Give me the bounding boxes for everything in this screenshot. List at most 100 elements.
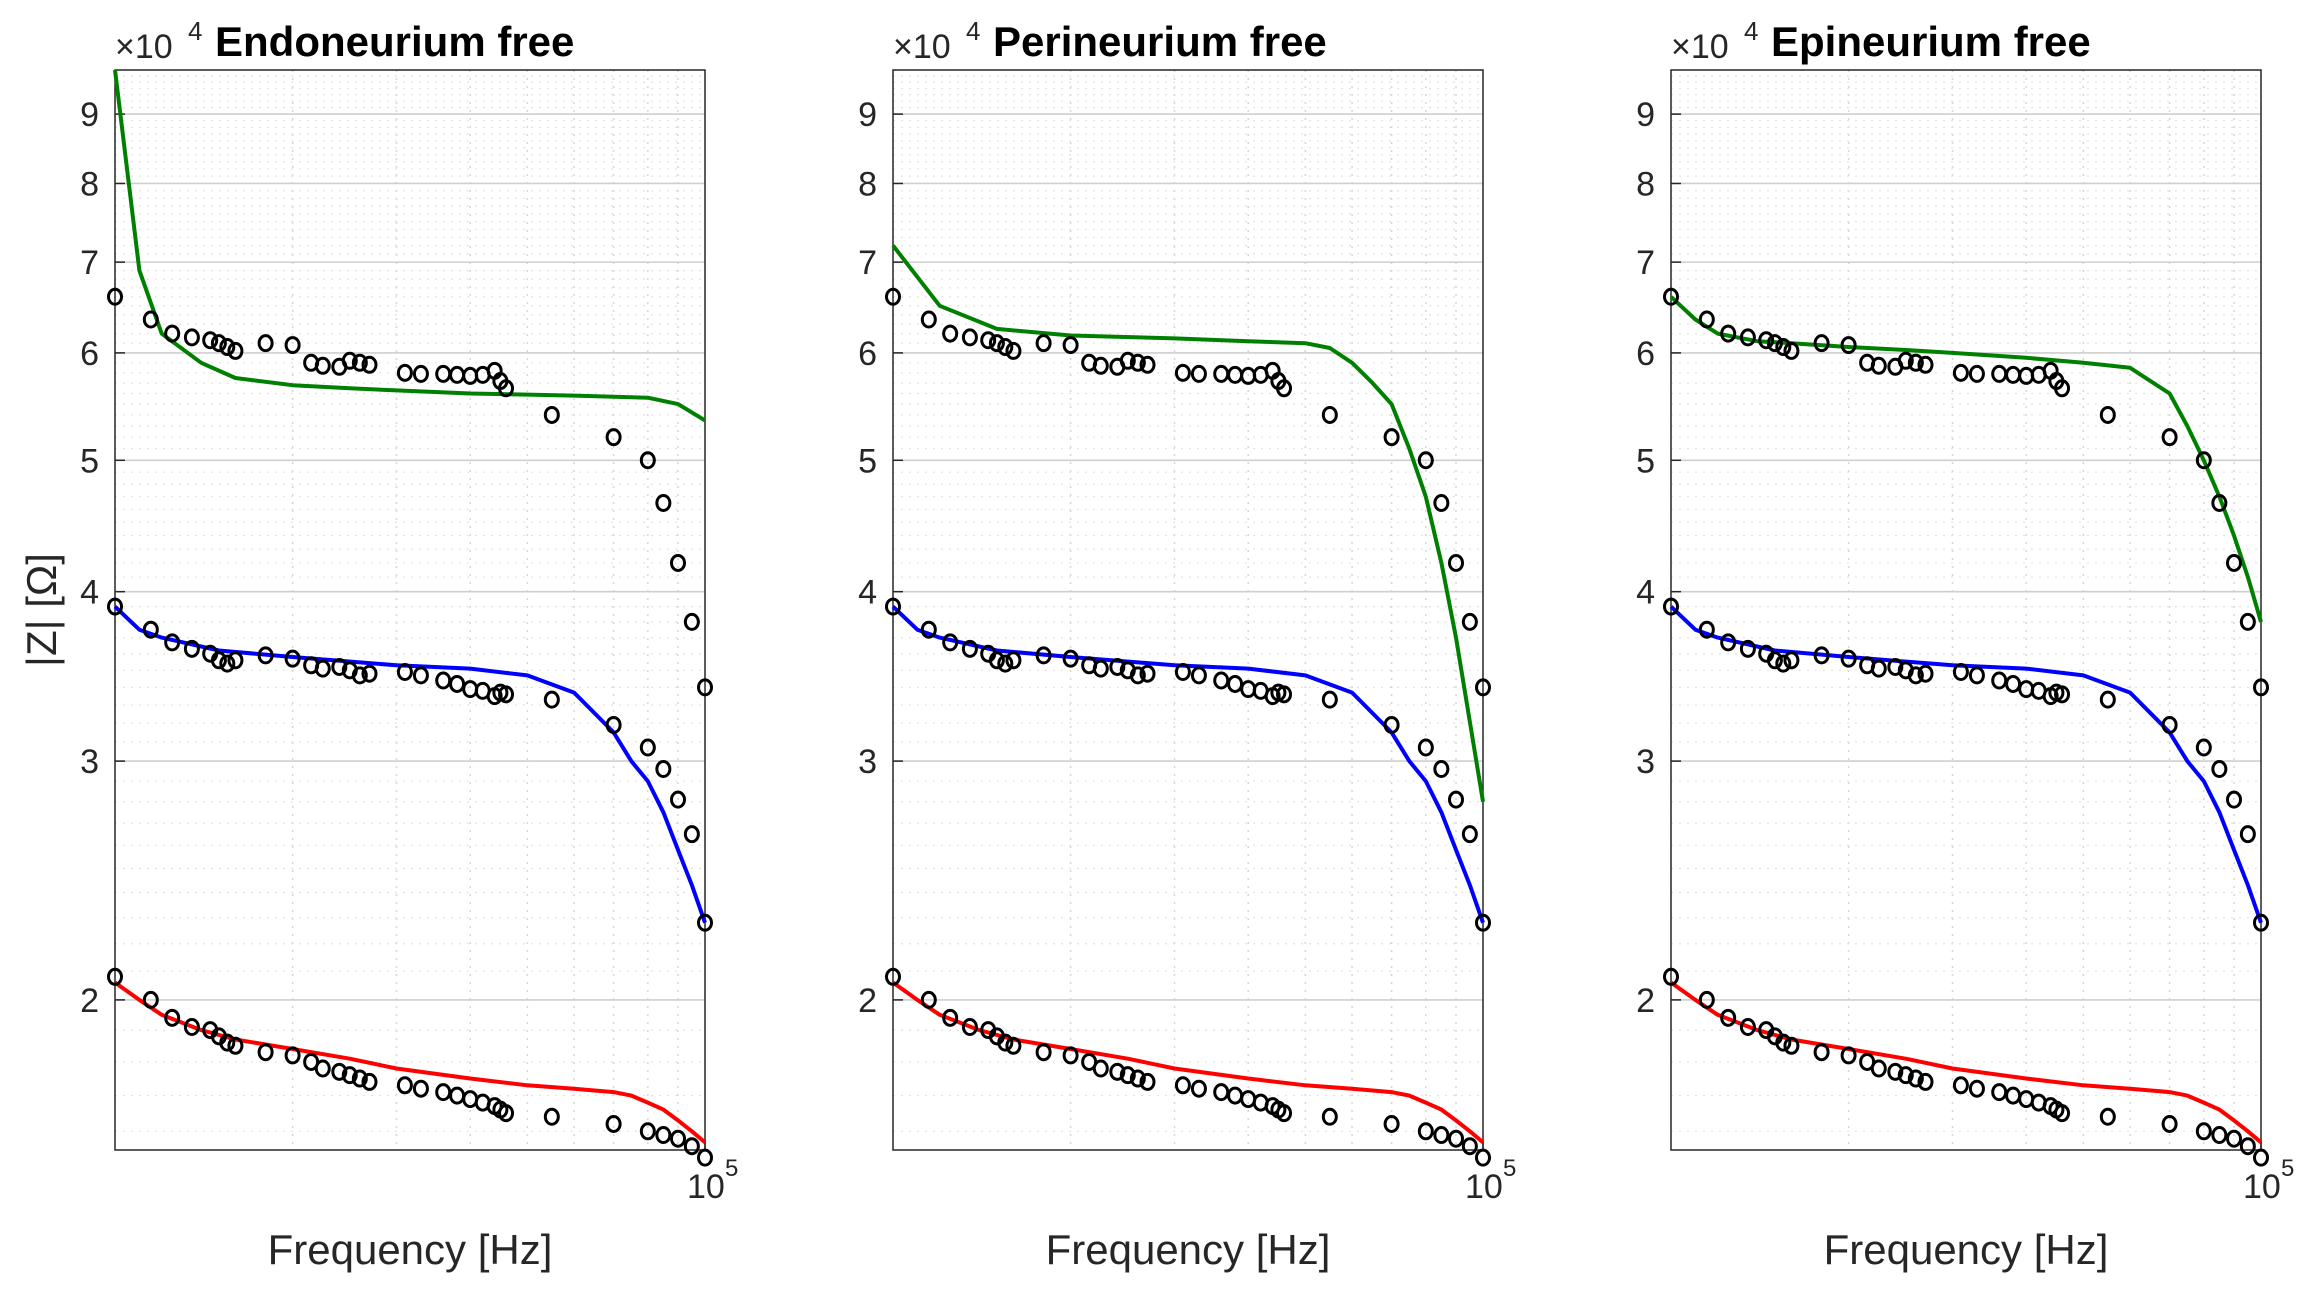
data-point (2195, 1122, 2212, 1141)
data-point (2253, 678, 2269, 697)
data-point (2161, 715, 2178, 734)
data-point (683, 825, 700, 844)
data-point (1991, 671, 2008, 690)
y-exponent-label: ×10 (893, 28, 951, 66)
data-point (920, 620, 937, 639)
data-point (1991, 1083, 2008, 1102)
data-point (2239, 1137, 2256, 1156)
data-point (961, 328, 978, 347)
data-point (1035, 1043, 1052, 1062)
data-point (1813, 646, 1830, 665)
data-point (1720, 633, 1737, 652)
data-point (1190, 1079, 1207, 1098)
data-point (219, 654, 236, 673)
series-line-fit-low (891, 980, 1485, 1144)
data-point (1775, 1033, 1792, 1052)
data-point (655, 494, 672, 513)
data-point (227, 341, 244, 360)
data-point (1035, 334, 1052, 353)
data-point (331, 657, 348, 676)
data-point (2054, 1104, 2071, 1123)
data-point (1952, 1076, 1969, 1095)
data-point (1907, 666, 1924, 685)
data-point (655, 760, 672, 779)
series-line-fit-mid (891, 605, 1485, 924)
data-point (107, 967, 123, 986)
data-point (1952, 363, 1969, 382)
series-markers-measured-high (107, 287, 713, 697)
data-point (1907, 1069, 1924, 1088)
data-point (1119, 1066, 1136, 1085)
data-point (1897, 351, 1914, 370)
data-point (1917, 1072, 1934, 1091)
data-point (543, 690, 560, 709)
y-exponent-power: 4 (966, 16, 980, 46)
data-point (605, 428, 622, 447)
data-point (920, 990, 937, 1009)
data-point (1475, 1148, 1491, 1167)
y-tick-label: 2 (1636, 982, 1655, 1020)
data-point (961, 1018, 978, 1037)
data-point (1129, 1069, 1146, 1088)
data-point (1448, 1129, 1465, 1148)
data-point (361, 355, 378, 374)
series-markers-measured-low (1663, 967, 2269, 1167)
x-axis-title: Frequency [Hz] (268, 1226, 553, 1273)
series-line-fit-mid (113, 605, 707, 924)
data-point (942, 324, 959, 343)
data-point (1698, 310, 1715, 329)
data-point (498, 379, 515, 398)
data-point (1092, 356, 1109, 375)
series-markers-measured-high (885, 287, 1491, 697)
data-point (1870, 659, 1887, 678)
series-markers-measured-high (1663, 287, 2269, 697)
data-point (1720, 324, 1737, 343)
data-point (697, 678, 713, 697)
y-exponent-label: ×10 (1671, 28, 1729, 66)
y-axis-title: |Z| [Ω] (18, 553, 65, 667)
data-point (1952, 663, 1969, 682)
data-point (2211, 760, 2228, 779)
series-markers-measured-mid (885, 597, 1491, 932)
data-point (1213, 364, 1230, 383)
data-point (257, 334, 274, 353)
data-point (1813, 1043, 1830, 1062)
data-point (1213, 1083, 1230, 1102)
data-point (449, 365, 466, 384)
data-point (1840, 1046, 1857, 1065)
data-point (543, 1107, 560, 1126)
y-tick-label: 8 (1636, 165, 1655, 203)
data-point (462, 1090, 479, 1109)
data-point (2211, 494, 2228, 513)
data-point (885, 597, 901, 616)
data-point (543, 405, 560, 424)
data-point (1321, 690, 1338, 709)
y-tick-label: 6 (80, 335, 99, 373)
y-tick-label: 2 (858, 982, 877, 1020)
panel-title: Perineurium free (993, 18, 1327, 65)
data-point (1383, 715, 1400, 734)
data-point (2018, 1090, 2035, 1109)
data-point (655, 1125, 672, 1144)
data-point (1461, 1137, 1478, 1156)
data-point (1433, 1125, 1450, 1144)
data-point (351, 1069, 368, 1088)
data-point (1109, 1062, 1126, 1081)
data-point (1109, 657, 1126, 676)
data-point (183, 1018, 200, 1037)
data-point (2099, 405, 2116, 424)
x-tick-label-base: 10 (687, 1168, 725, 1206)
data-point (1227, 365, 1244, 384)
data-point (885, 287, 901, 306)
y-tick-label: 7 (1636, 244, 1655, 282)
data-point (1758, 331, 1775, 350)
y-tick-label: 6 (1636, 335, 1655, 373)
data-point (961, 639, 978, 658)
data-point (1005, 651, 1022, 670)
data-point (683, 1137, 700, 1156)
series-line-fit-high (1669, 295, 2263, 623)
data-point (988, 334, 1005, 353)
data-point (1663, 597, 1679, 616)
